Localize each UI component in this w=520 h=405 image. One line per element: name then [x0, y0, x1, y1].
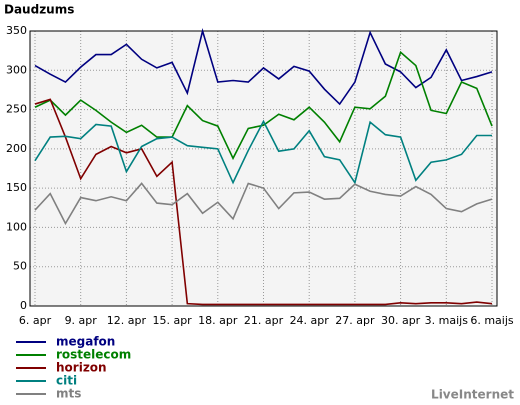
- x-tick-label: 18. apr: [198, 314, 238, 327]
- x-tick-label: 30. apr: [381, 314, 421, 327]
- x-tick-label: 12. apr: [107, 314, 147, 327]
- watermark: LiveInternet: [431, 388, 514, 402]
- x-tick-label: 24. apr: [290, 314, 330, 327]
- y-tick-label: 350: [6, 24, 27, 37]
- x-tick-label: 9. apr: [65, 314, 98, 327]
- y-tick-label: 0: [20, 299, 27, 312]
- series-line: [34, 182, 493, 226]
- chart-title: Daudzums: [4, 3, 74, 17]
- y-tick-label: 100: [6, 220, 27, 233]
- legend-label: horizon: [56, 361, 107, 375]
- legend-label: rostelecom: [56, 348, 131, 362]
- y-tick-label: 200: [6, 142, 27, 155]
- y-tick-label: 300: [6, 63, 27, 76]
- x-tick-label: 21. apr: [244, 314, 284, 327]
- x-tick-label: 3. maijs: [425, 314, 469, 327]
- y-tick-label: 50: [13, 260, 27, 273]
- x-tick-label: 27. apr: [335, 314, 375, 327]
- x-tick-label: 6. maijs: [470, 314, 514, 327]
- y-tick-label: 250: [6, 103, 27, 116]
- plot-frame: [29, 30, 498, 307]
- series-line: [34, 27, 493, 106]
- legend-label: megafon: [56, 335, 115, 349]
- series-line: [34, 119, 492, 185]
- y-tick-label: 150: [6, 181, 27, 194]
- legend-label: mts: [56, 387, 81, 401]
- plot-area: [30, 31, 497, 306]
- series-line: [34, 50, 493, 161]
- legend-label: citi: [56, 374, 77, 388]
- x-tick-label: 15. apr: [152, 314, 192, 327]
- x-tick-label: 6. apr: [19, 314, 52, 327]
- series-line: [34, 98, 493, 306]
